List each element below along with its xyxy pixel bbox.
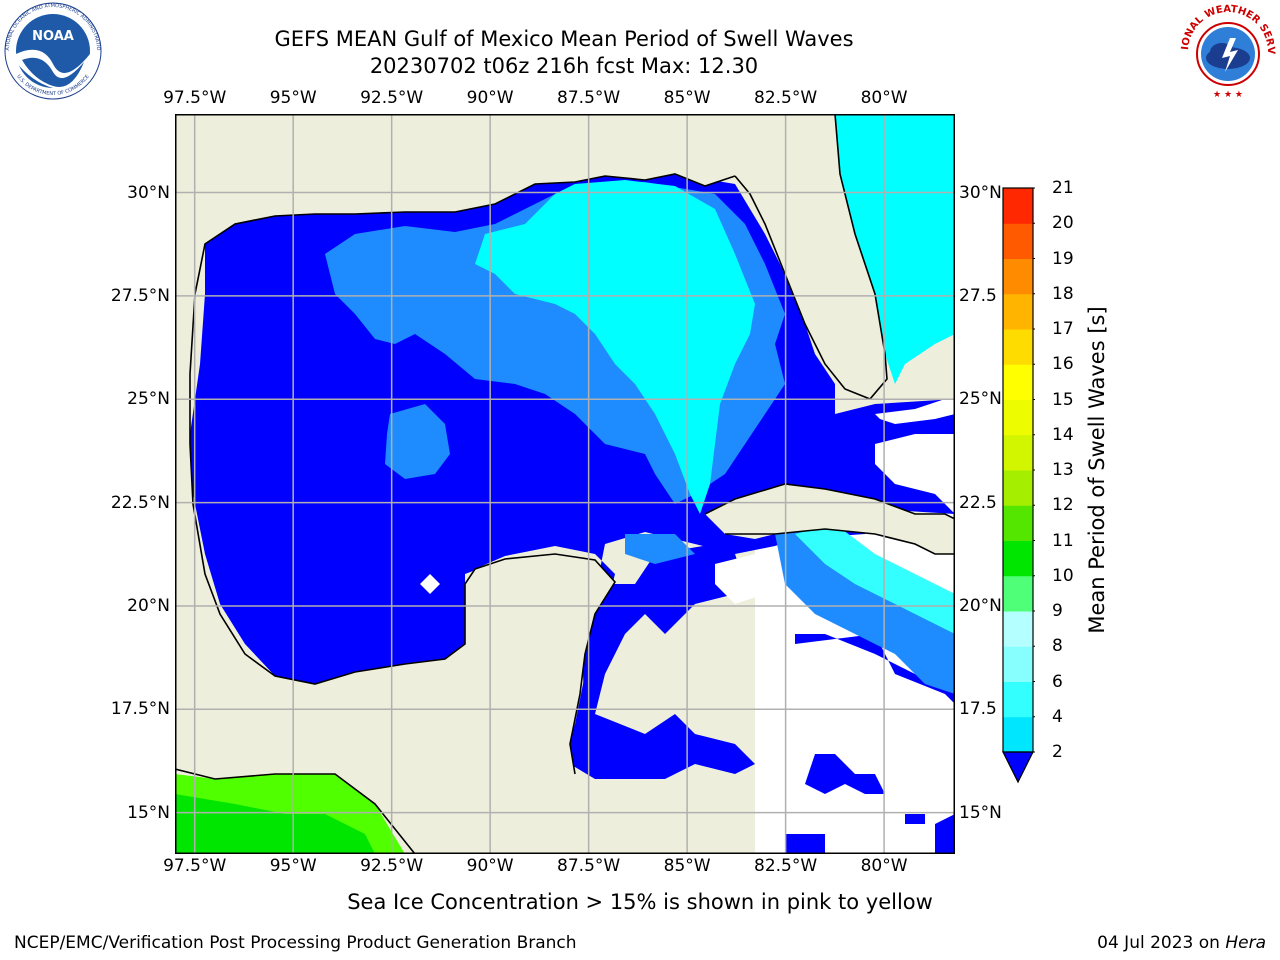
footer-branch: NCEP/EMC/Verification Post Processing Pr… [14,933,577,953]
colorbar-bin [1003,540,1033,577]
lon-label-top: 82.5°W [754,88,818,108]
lat-label-right: 22.5 [959,492,997,513]
colorbar-bin [1003,646,1033,682]
lat-label-right: 20°N [959,595,1002,616]
footer-date: 04 Jul 2023 on Hera [1097,933,1266,953]
colorbar-bin [1003,716,1033,753]
sea-ice-note: Sea Ice Concentration > 15% is shown in … [347,890,933,914]
coastlines [175,114,955,854]
colorbar-tick-label: 12 [1052,495,1074,516]
land-florida [735,174,885,399]
lat-label-left: 27.5°N [110,285,170,306]
colorbar-bin [1003,399,1033,436]
colorbar-bin [1003,434,1033,471]
lon-label-top: 80°W [860,88,908,108]
land-cuba [705,484,955,554]
lon-label-top: 90°W [466,88,514,108]
colorbar-tick-label: 13 [1052,460,1074,480]
lat-label-left: 17.5°N [110,699,170,720]
colorbar-tick-label: 8 [1052,636,1063,657]
lon-label-bottom: 80°W [860,856,908,876]
colorbar-tick-label: 4 [1052,706,1063,727]
colorbar-bin [1003,364,1033,400]
colorbar-bin [1003,329,1033,365]
colorbar-bin [1003,188,1033,224]
colorbar-tick-label: 6 [1052,671,1063,692]
colorbar-tick-label: 18 [1052,283,1074,304]
lat-label-right: 25°N [959,389,1002,410]
colorbar-tick-label: 11 [1052,530,1074,551]
chart-subtitle: 20230702 t06z 216h fcst Max: 12.30 [369,54,759,78]
colorbar-tick-label: 15 [1052,389,1074,410]
lon-label-bottom: 92.5°W [360,856,424,876]
colorbar-tick-label: 9 [1052,601,1063,621]
lon-label-bottom: 82.5°W [754,856,818,876]
lon-label-top: 85°W [663,88,711,108]
map-canvas [175,114,955,854]
lon-label-bottom: 95°W [269,856,317,876]
land-yucatan [175,554,615,854]
colorbar-tick-label: 21 [1052,178,1074,198]
lon-label-top: 92.5°W [360,88,424,108]
land-north-gulf [175,114,835,504]
colorbar-bin [1003,611,1033,647]
lon-label-bottom: 85°W [663,856,711,876]
colorbar-tick-label: 14 [1052,424,1074,445]
colorbar-bin [1003,575,1033,612]
lon-label-top: 87.5°W [557,88,621,108]
map-gridlines [175,114,955,854]
colorbar-tick-label: 10 [1052,565,1074,586]
lon-label-bottom: 97.5°W [163,856,227,876]
svg-text:★ ★ ★: ★ ★ ★ [1213,90,1243,100]
colorbar-extend-arrow [1002,751,1034,784]
nws-logo: NATIONAL WEATHER SERVICE ★ ★ ★ [1178,2,1276,100]
colorbar-bin [1003,223,1033,259]
colorbar-title: Mean Period of Swell Waves [s] [1085,306,1109,634]
noaa-logo: NOAA NATIONAL OCEANIC AND ATMOSPHERIC AD… [2,2,102,100]
colorbar-tick-label: 16 [1052,354,1074,375]
noaa-logo-text: NOAA [32,29,74,44]
lat-label-right: 15°N [959,802,1002,823]
lon-label-bottom: 87.5°W [557,856,621,876]
lat-label-right: 27.5 [959,285,997,306]
lat-label-left: 15°N [127,802,170,823]
colorbar-tick-label: 20 [1052,213,1074,234]
lat-label-left: 20°N [127,595,170,616]
lat-label-right: 17.5 [959,699,997,720]
colorbar-bin [1003,470,1033,506]
colorbar-tick-label: 19 [1052,248,1074,269]
map-frame [175,114,955,854]
colorbar-bin [1003,505,1033,541]
colorbar-bin [1003,258,1033,295]
lat-label-right: 30°N [959,182,1002,203]
colorbar-bin [1003,681,1033,718]
lon-label-bottom: 90°W [466,856,514,876]
colorbar-bin [1003,293,1033,330]
colorbar [1002,187,1035,784]
lat-label-left: 25°N [127,389,170,410]
lat-label-left: 22.5°N [110,492,170,513]
lat-label-left: 30°N [127,182,170,203]
colorbar-tick-label: 17 [1052,319,1074,339]
lon-label-top: 95°W [269,88,317,108]
swell-period-6-8 [475,180,755,514]
chart-title: GEFS MEAN Gulf of Mexico Mean Period of … [274,27,854,51]
footer-host: Hera [1225,933,1266,953]
lon-label-top: 97.5°W [163,88,227,108]
colorbar-tick-label: 2 [1052,742,1063,762]
